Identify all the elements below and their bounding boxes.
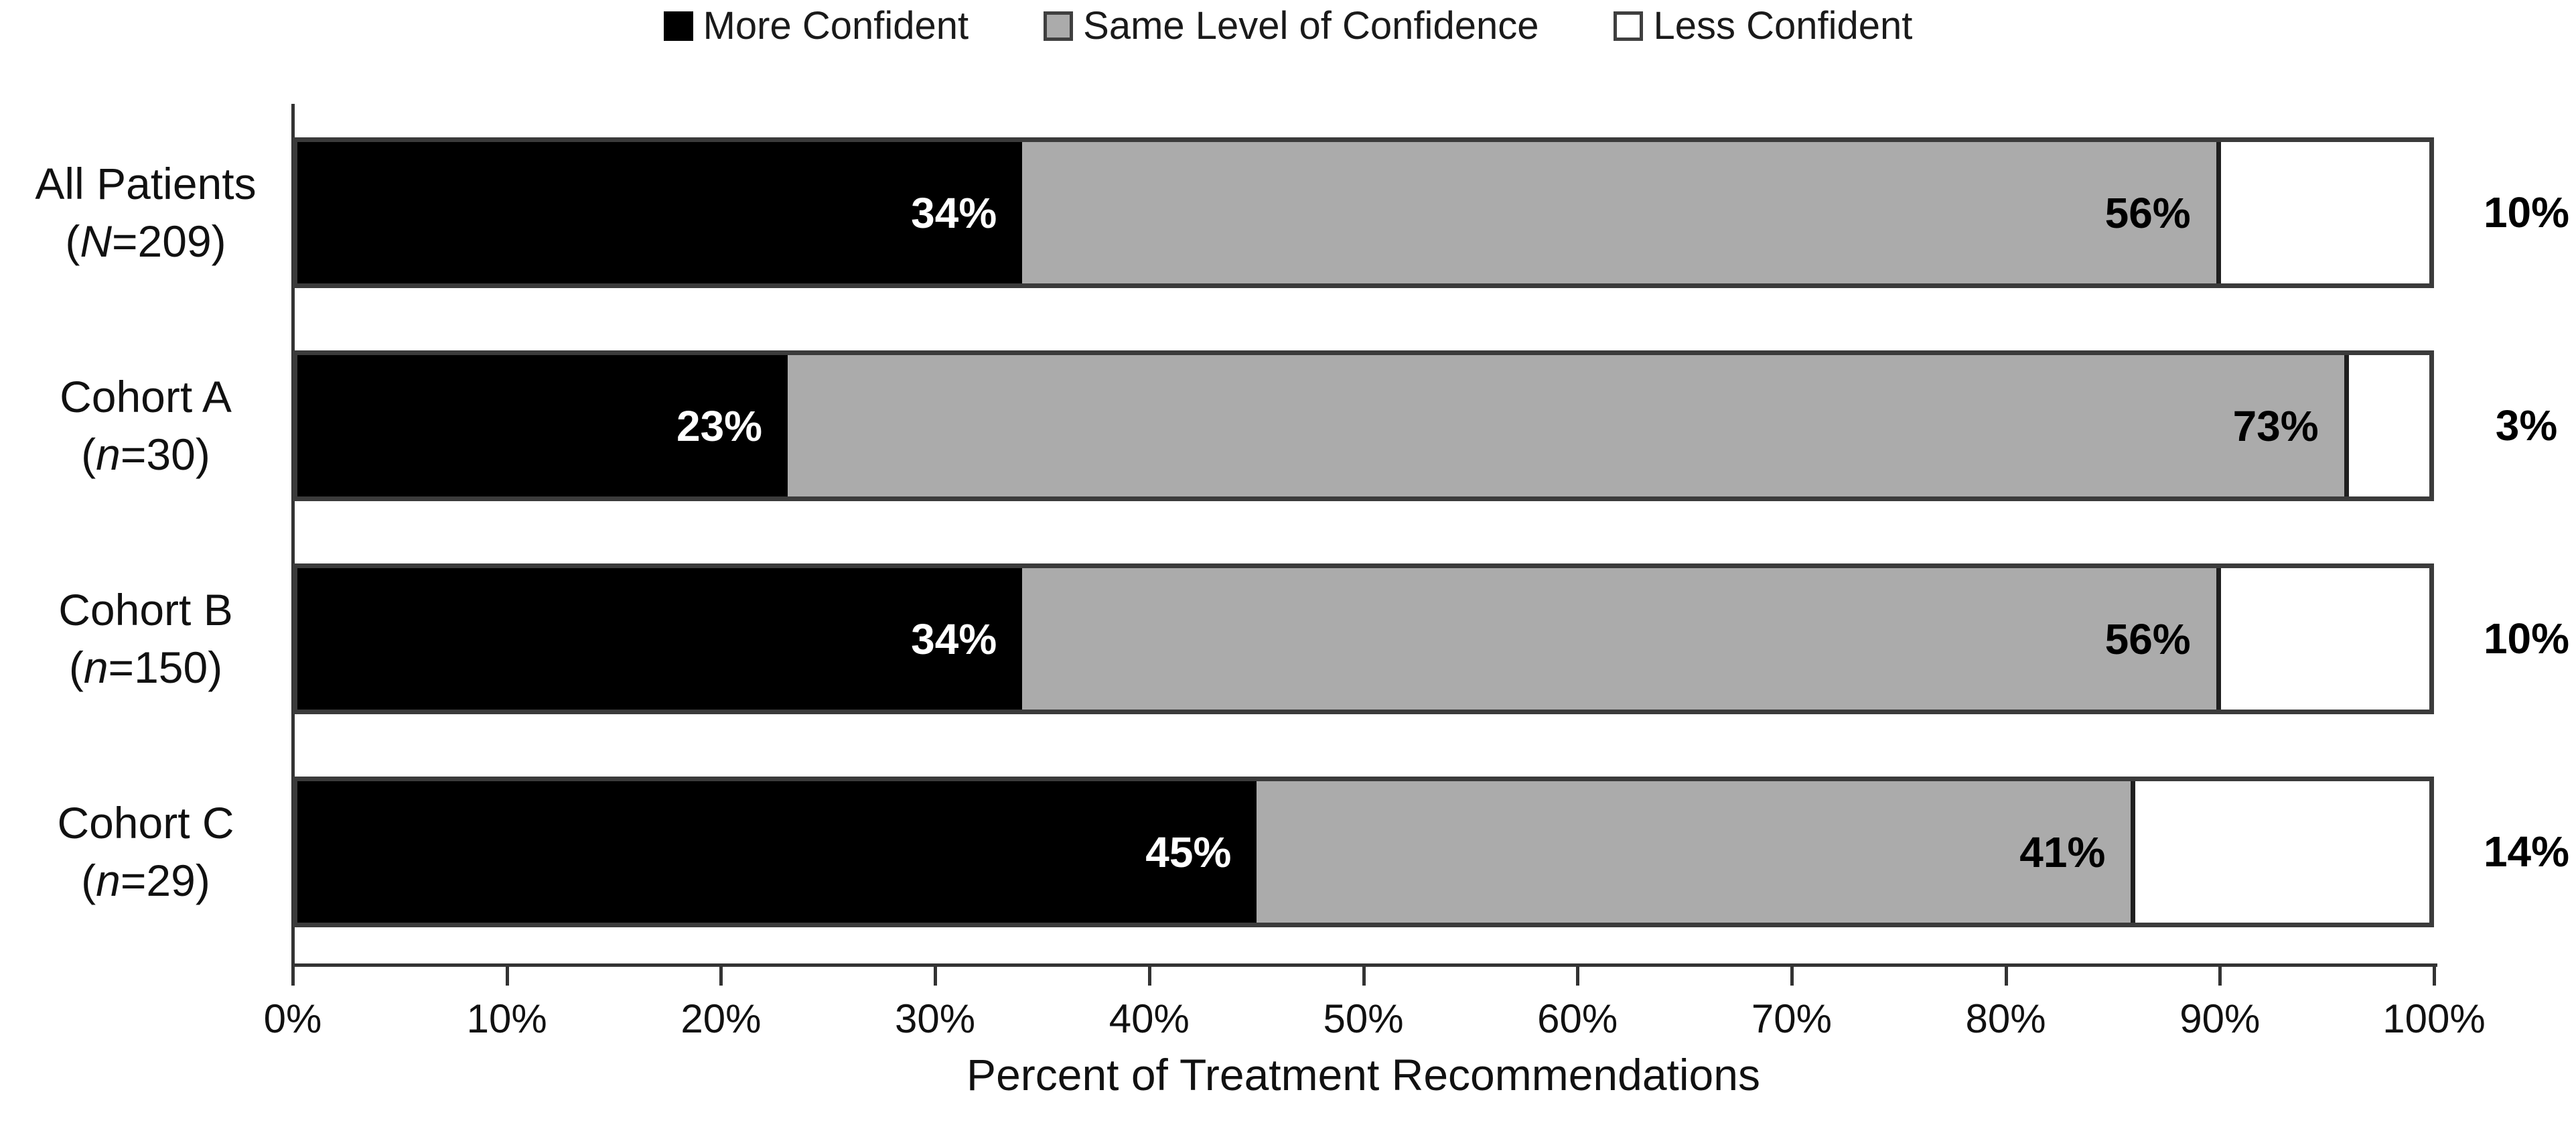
legend-item-less-confident: Less Confident [1614,7,1912,46]
y-axis-line [291,104,295,967]
bar-segment-less-confident [2216,142,2429,283]
x-axis-line [291,963,2437,967]
bar-row: 45% 41% [293,777,2434,927]
x-tick [291,965,295,986]
x-tick-label: 0% [263,996,322,1041]
bar-row: 34% 56% [293,563,2434,714]
category-n: (n=150) [68,642,223,692]
bar-segment-same-level-of-confidence: 41% [1257,781,2131,923]
bar-segment-same-level-of-confidence: 56% [1022,568,2216,710]
bar-segment-more-confident: 34% [297,568,1023,710]
x-tick [719,965,723,986]
x-tick-label: 80% [1965,996,2046,1041]
x-tick-label: 90% [2179,996,2261,1041]
bar-segment-more-confident: 23% [297,355,788,496]
category-label: Cohort C (n=29) [3,768,288,935]
x-tick [2004,965,2008,986]
bar-value-label: 34% [911,614,997,663]
legend-item-more-confident: More Confident [663,4,969,48]
bar-value-label: 41% [2019,827,2106,876]
x-tick [2433,965,2436,986]
category-name: All Patients [35,158,257,208]
x-tick-label: 30% [895,996,976,1041]
x-tick-label: 20% [681,996,762,1041]
legend-swatch-less-confident-icon [1614,11,1644,41]
bar-segment-same-level-of-confidence: 56% [1022,142,2216,283]
outside-value-label: 14% [2483,827,2570,876]
legend-label-same-level: Same Level of Confidence [1083,4,1539,48]
category-label: All Patients (N=209) [3,129,288,296]
bar-value-label: 73% [2232,401,2319,450]
category-label: Cohort B (n=150) [3,555,288,722]
bar-row: 34% 56% [293,137,2434,288]
x-tick-label: 60% [1537,996,1618,1041]
x-tick [934,965,938,986]
bar-segment-more-confident: 45% [297,781,1257,923]
legend-label-more-confident: More Confident [703,4,969,48]
x-tick [2218,965,2222,986]
legend-label-less-confident: Less Confident [1653,4,1913,48]
outside-value-label: 3% [2495,401,2558,450]
category-n: (N=209) [65,216,226,266]
bar-value-label: 56% [2104,188,2191,237]
x-tick-label: 100% [2382,996,2486,1041]
x-tick [1147,965,1151,986]
bar-segment-less-confident [2216,568,2429,710]
category-name: Cohort A [60,371,232,421]
category-name: Cohort B [58,584,233,634]
legend-swatch-same-level-icon [1044,11,1074,41]
category-label: Cohort A (n=30) [3,342,288,509]
category-name: Cohort C [57,797,234,848]
legend-item-same-level: Same Level of Confidence [1044,7,1539,46]
bar-segment-more-confident: 34% [297,142,1023,283]
x-tick-label: 10% [466,996,547,1041]
bar-value-label: 34% [911,188,997,237]
x-tick [1362,965,1366,986]
x-axis-title: Percent of Treatment Recommendations [967,1050,1760,1099]
bar-segment-less-confident [2131,781,2429,923]
x-tick-label: 70% [1751,996,1832,1041]
outside-value-label: 10% [2483,188,2570,237]
x-tick [1576,965,1580,986]
bar-value-label: 23% [676,401,763,450]
x-tick [505,965,509,986]
bar-row: 23% 73% [293,350,2434,501]
legend-swatch-more-confident-icon [663,11,693,41]
bar-value-label: 45% [1145,827,1232,876]
category-n: (n=29) [81,855,210,905]
chart-legend: More Confident Same Level of Confidence … [0,7,2576,46]
category-n: (n=30) [81,429,210,479]
bar-segment-less-confident [2344,355,2429,496]
x-tick-label: 40% [1108,996,1190,1041]
bar-segment-same-level-of-confidence: 73% [788,355,2344,496]
bar-value-label: 56% [2104,614,2191,663]
x-tick [1790,965,1794,986]
x-tick-label: 50% [1323,996,1404,1041]
outside-value-label: 10% [2483,614,2570,663]
